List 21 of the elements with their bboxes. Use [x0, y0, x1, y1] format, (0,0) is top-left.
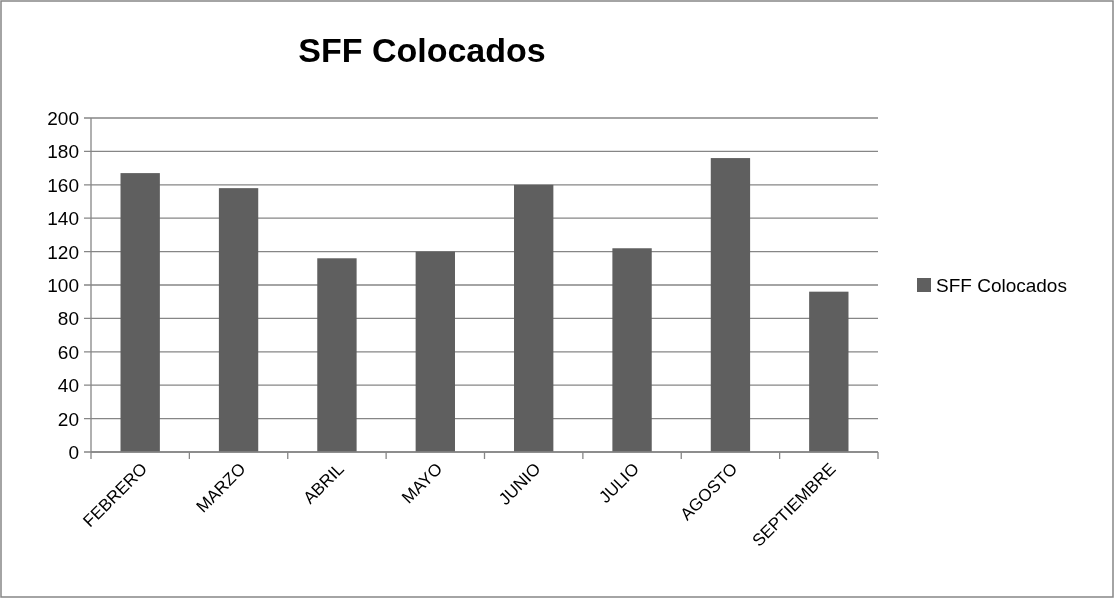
bar — [710, 158, 751, 452]
y-tick-label: 200 — [47, 108, 79, 129]
y-tick-label: 160 — [47, 174, 79, 196]
bar — [218, 188, 259, 452]
y-tick-label: 100 — [47, 275, 79, 296]
bar — [317, 258, 357, 452]
bar — [514, 184, 554, 452]
bar — [809, 291, 849, 452]
y-tick-label: 0 — [68, 442, 79, 463]
y-tick-label: 80 — [57, 308, 79, 330]
legend-label: SFF Colocados — [936, 275, 1067, 296]
bar — [612, 248, 652, 452]
chart-title: SFF Colocados — [298, 31, 546, 69]
y-tick-label: 120 — [47, 241, 79, 263]
bar — [120, 173, 160, 452]
y-tick-label: 40 — [57, 375, 79, 397]
bar — [415, 251, 455, 452]
y-tick-label: 20 — [57, 408, 79, 430]
y-tick-label: 180 — [47, 141, 79, 163]
y-tick-label: 140 — [47, 208, 79, 230]
y-tick-label: 60 — [57, 341, 79, 363]
